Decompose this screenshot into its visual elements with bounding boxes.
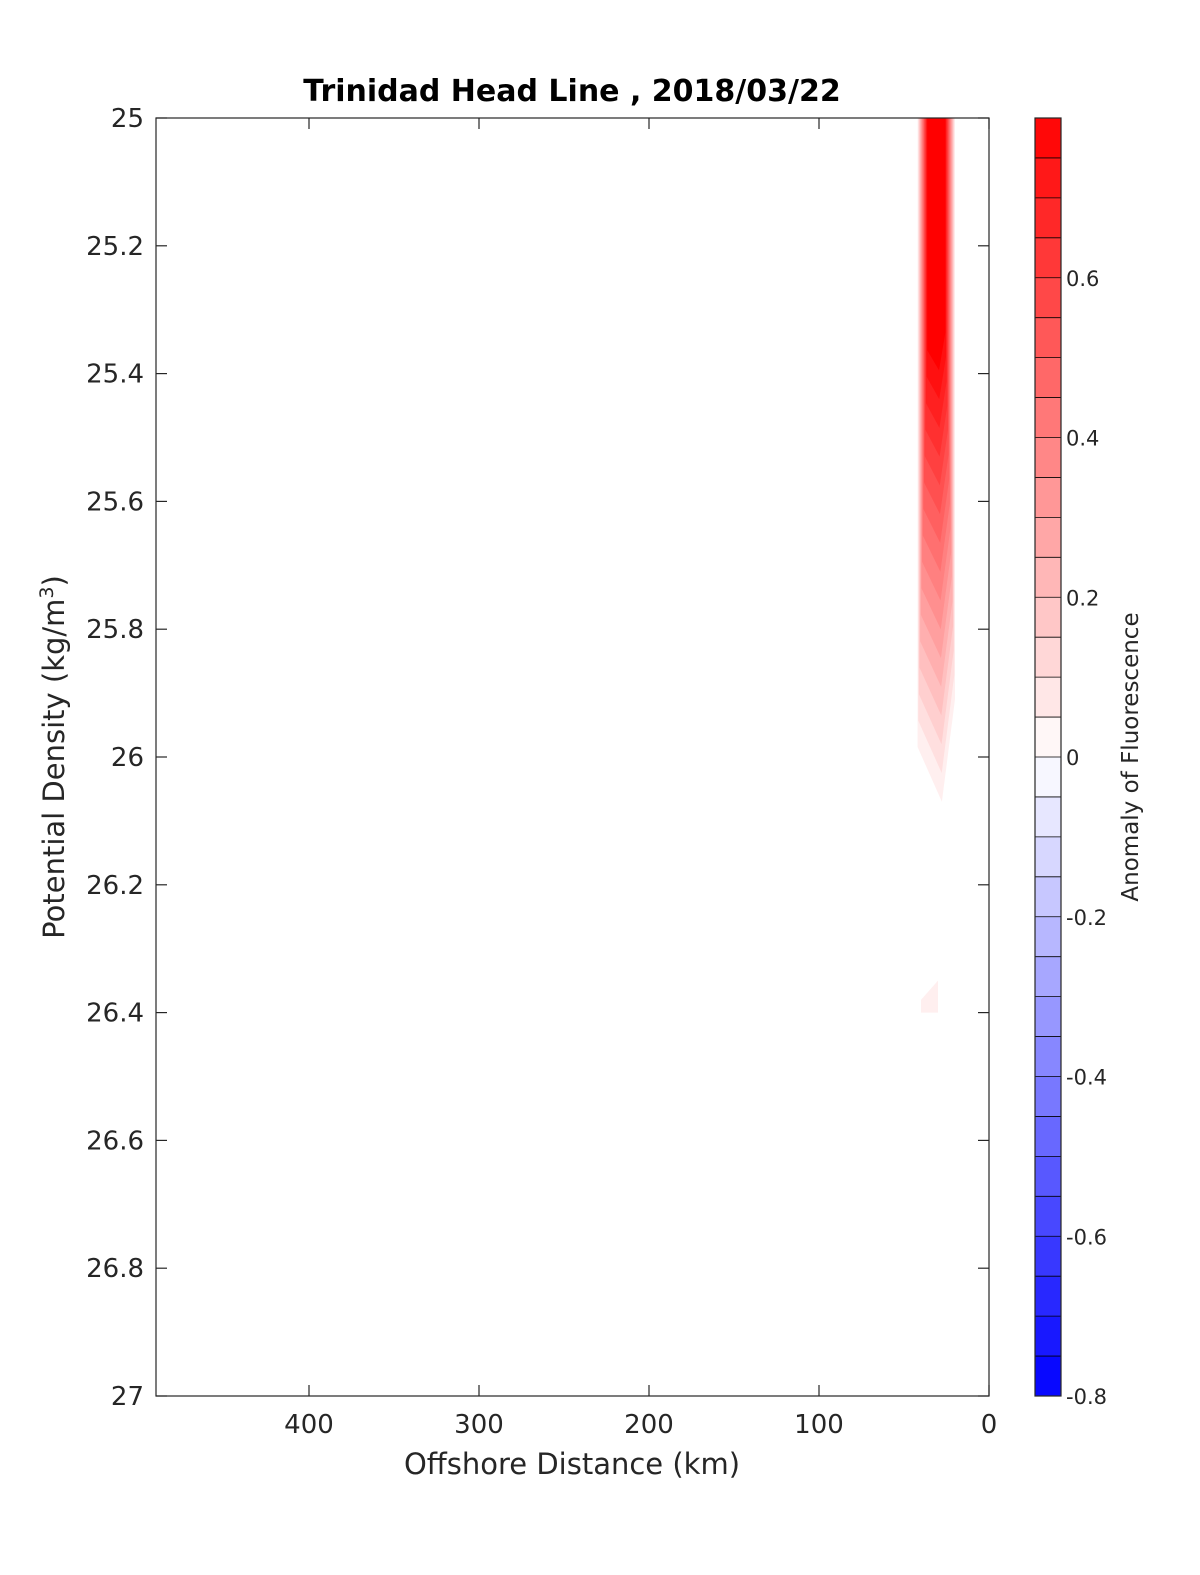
x-tick-label: 200: [624, 1410, 674, 1440]
colorbar-level: [1035, 597, 1061, 638]
colorbar-tick-label: 0.4: [1066, 427, 1099, 451]
colorbar-level: [1035, 1116, 1061, 1157]
colorbar-tick-label: -0.4: [1066, 1066, 1107, 1090]
colorbar-level: [1035, 517, 1061, 558]
colorbar-level: [1035, 1316, 1061, 1357]
colorbar-level: [1035, 1036, 1061, 1077]
colorbar-level: [1035, 1196, 1061, 1237]
colorbar-level: [1035, 477, 1061, 518]
x-tick-label: 300: [454, 1410, 504, 1440]
colorbar-level: [1035, 1356, 1061, 1397]
colorbar-level: [1035, 996, 1061, 1038]
y-axis-label-main: Potential Density (kg/m: [37, 599, 71, 939]
y-tick-label: 25.2: [86, 232, 144, 262]
colorbar-level: [1035, 1276, 1061, 1317]
colorbar-level: [1035, 956, 1061, 998]
colorbar-level: [1035, 118, 1061, 159]
y-axis: 25 25.2 25.4 25.6 25.8 26 26.2 26.4 26.6 26.8 27: [86, 104, 989, 1412]
x-tick-label: 0: [981, 1410, 998, 1440]
colorbar-tick-label: -0.6: [1066, 1225, 1107, 1249]
plot-area: 400 300 200 100 0 25 25.2 25.4 25.6 25.8 26 26.2 26…: [86, 104, 997, 1440]
y-tick-label: 25.6: [86, 487, 144, 517]
y-tick-label: 26: [111, 743, 144, 773]
colorbar-tick-label: -0.8: [1066, 1385, 1107, 1409]
x-tick-label: 400: [284, 1410, 334, 1440]
colorbar-tick-label: 0.6: [1066, 267, 1099, 291]
colorbar-tick-label: -0.2: [1066, 906, 1107, 930]
colorbar-level: [1035, 317, 1061, 359]
y-tick-label: 26.4: [86, 999, 144, 1029]
colorbar-level: [1035, 437, 1061, 478]
y-axis-label-superscript: 3: [36, 586, 58, 598]
y-tick-label: 25.4: [86, 360, 144, 390]
colorbar-level: [1035, 157, 1061, 199]
colorbar-level: [1035, 1156, 1061, 1197]
y-tick-label: 26.8: [86, 1254, 144, 1284]
colorbar-level: [1035, 197, 1061, 239]
x-axis-label: Offshore Distance (km): [404, 1447, 740, 1481]
y-axis-label-close: ): [37, 575, 71, 586]
colorbar-level: [1035, 717, 1061, 758]
contour-level-fill: [927, 118, 946, 371]
colorbar-level: [1035, 637, 1061, 678]
colorbar-level: [1035, 1236, 1061, 1277]
y-tick-label: 26.2: [86, 871, 144, 901]
colorbar-level: [1035, 757, 1061, 798]
plot-background: [156, 118, 989, 1396]
colorbar-label: Anomaly of Fluorescence: [1118, 612, 1144, 901]
colorbar-level: [1035, 357, 1061, 399]
colorbar-level: [1035, 876, 1061, 918]
colorbar-tick-label: 0.2: [1066, 586, 1099, 610]
colorbar-level: [1035, 557, 1061, 598]
colorbar-tick-label: 0: [1066, 746, 1079, 770]
y-tick-label: 25: [111, 104, 144, 134]
colorbar-level: [1035, 277, 1061, 319]
colorbar-level: [1035, 237, 1061, 279]
colorbar: -0.8 -0.6 -0.4 -0.2 0 0.2 0.4 0.6: [1034, 117, 1107, 1409]
contour-fill-layer: [917, 118, 955, 1013]
colorbar-level: [1035, 677, 1061, 718]
chart-title: Trinidad Head Line , 2018/03/22: [303, 74, 840, 109]
colorbar-level: [1035, 397, 1061, 438]
colorbar-level: [1035, 796, 1061, 838]
contour-level-fill: [921, 980, 938, 1013]
y-tick-label: 25.8: [86, 615, 144, 645]
colorbar-frame: [1034, 117, 1062, 1397]
y-axis-label: Potential Density (kg/m3): [36, 575, 71, 939]
y-tick-label: 26.6: [86, 1126, 144, 1156]
y-tick-label: 27: [111, 1382, 144, 1412]
colorbar-level: [1035, 1076, 1061, 1117]
x-tick-label: 100: [794, 1410, 844, 1440]
colorbar-level: [1035, 836, 1061, 878]
x-axis: 400 300 200 100 0: [284, 118, 997, 1440]
colorbar-level: [1035, 916, 1061, 958]
